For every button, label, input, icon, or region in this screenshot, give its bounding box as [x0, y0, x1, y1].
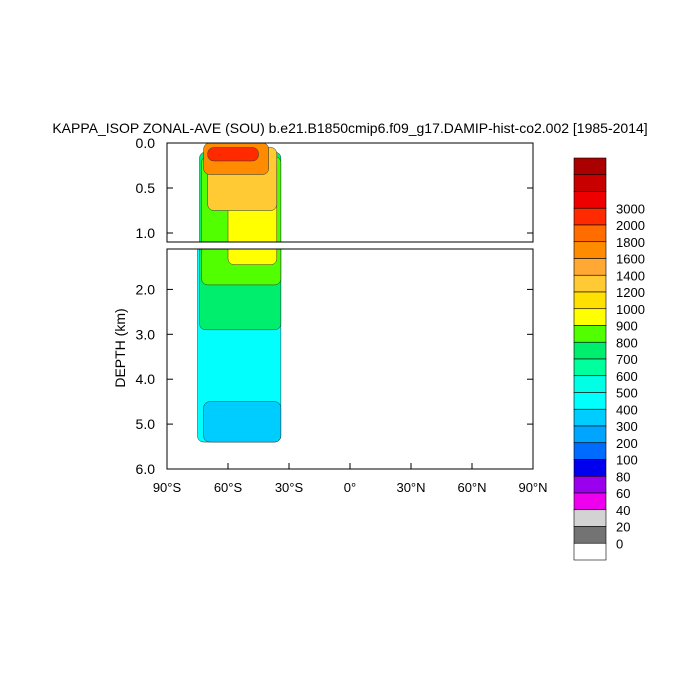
colorbar-label: 80	[616, 469, 630, 484]
y-tick-label: 5.0	[136, 416, 156, 432]
upper-y-ticks: 0.0 0.5 1.0	[136, 135, 533, 241]
colorbar-swatch	[573, 375, 607, 393]
colorbar-label: 1400	[616, 268, 645, 283]
y-tick-label: 1.0	[136, 225, 156, 241]
colorbar-label: 3000	[616, 201, 645, 216]
x-tick-label: 30°N	[396, 480, 425, 495]
colorbar-swatch	[573, 442, 607, 460]
y-tick-label: 0.0	[136, 135, 156, 151]
colorbar-label: 1600	[616, 252, 645, 267]
upper-panel: 0.0 0.5 1.0	[136, 135, 534, 243]
lower-panel-fill	[197, 249, 282, 443]
chart-title: KAPPA_ISOP ZONAL-AVE (SOU) b.e21.B1850cm…	[52, 120, 647, 136]
colorbar-swatch	[573, 475, 607, 494]
colorbar-label: 20	[616, 520, 630, 535]
y-tick-label: 6.0	[136, 461, 156, 477]
colorbar-swatch	[573, 358, 607, 377]
colorbar-swatch	[573, 291, 607, 310]
colorbar-swatch	[573, 392, 607, 410]
colorbar-swatch	[573, 509, 607, 527]
colorbar-label: 100	[616, 453, 638, 468]
x-tick-label: 30°S	[275, 480, 304, 495]
x-tick-label: 60°S	[214, 480, 243, 495]
region-core-high	[227, 249, 278, 265]
colorbar-swatch	[573, 526, 607, 544]
colorbar-label: 60	[616, 486, 630, 501]
x-axis-ticks: 90°S 60°S 30°S 0° 30°N 60°N 90°N	[153, 463, 548, 495]
colorbar-label: 0	[616, 536, 623, 551]
colorbar-label: 1800	[616, 235, 645, 250]
colorbar-label: 200	[616, 436, 638, 451]
colorbar-label: 300	[616, 419, 638, 434]
lower-panel: 2.03.04.05.06.0 90°S 60°S 30°S 0° 30°N 60°N 90…	[136, 248, 548, 495]
y-tick-label: 0.5	[136, 180, 156, 196]
x-tick-label: 90°N	[518, 480, 547, 495]
colorbar-swatch	[573, 408, 607, 427]
lower-y-ticks: 2.0 3.0 4.0 5.0 6.0	[136, 281, 533, 477]
colorbar-label: 500	[616, 386, 638, 401]
colorbar-swatch	[573, 207, 607, 226]
colorbar-label: 2000	[616, 218, 645, 233]
y-tick-label: 4.0	[136, 371, 156, 387]
colorbar-label: 400	[616, 402, 638, 417]
colorbar-swatch	[573, 542, 607, 561]
x-tick-label: 90°S	[153, 480, 182, 495]
colorbar-swatch	[573, 191, 607, 209]
colorbar-swatch	[573, 308, 607, 326]
colorbar-swatch	[573, 425, 607, 444]
colorbar-label: 800	[616, 335, 638, 350]
colorbar-swatch	[573, 325, 607, 343]
colorbar-label: 600	[616, 369, 638, 384]
colorbar-swatch	[573, 341, 607, 360]
colorbar-swatch	[573, 174, 607, 192]
colorbar-swatch	[573, 157, 607, 176]
colorbar-label: 900	[616, 319, 638, 334]
region-surface-max	[207, 147, 259, 162]
colorbar-swatch	[573, 224, 607, 243]
colorbar-label: 40	[616, 503, 630, 518]
x-tick-label: 0°	[344, 480, 356, 495]
colorbar-swatch	[573, 274, 607, 293]
colorbar-label: 700	[616, 352, 638, 367]
x-tick-label: 60°N	[457, 480, 486, 495]
colorbar-label: 1000	[616, 302, 645, 317]
y-tick-label: 3.0	[136, 326, 156, 342]
upper-panel-fill	[199, 143, 282, 242]
y-tick-label: 2.0	[136, 281, 156, 297]
region-bottom-layer	[203, 401, 282, 443]
upper-panel-frame	[166, 142, 534, 243]
colorbar-swatch	[573, 241, 607, 259]
colorbar: 0204060801002003004005006007008009001000…	[573, 157, 645, 561]
colorbar-swatch	[573, 258, 607, 276]
y-axis-label: DEPTH (km)	[112, 308, 128, 387]
colorbar-swatch	[573, 492, 607, 511]
colorbar-label: 1200	[616, 285, 645, 300]
colorbar-swatch	[573, 459, 607, 477]
